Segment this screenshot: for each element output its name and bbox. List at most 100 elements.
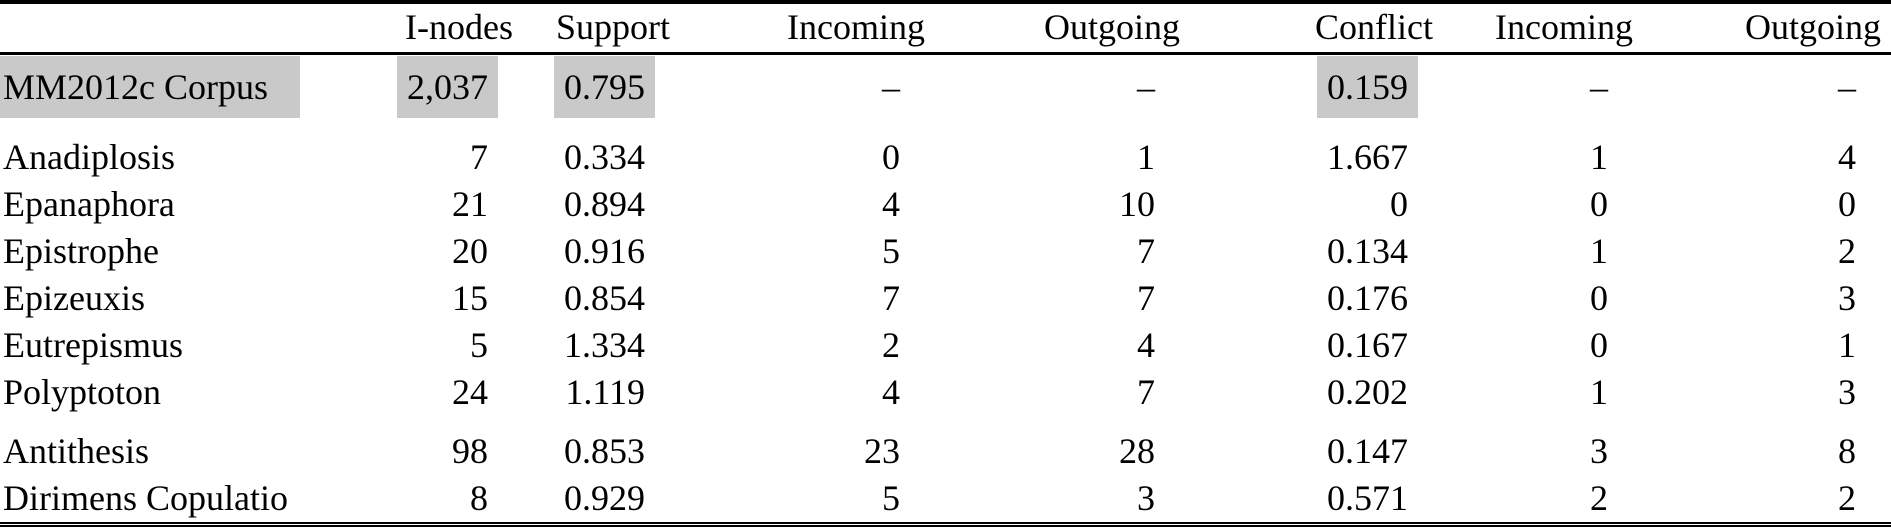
value-cell: 0.795 xyxy=(523,54,680,120)
value-cell: 4 xyxy=(1838,137,1856,177)
spacer-cell xyxy=(0,119,1891,134)
highlighted-value: 2,037 xyxy=(397,56,498,118)
value-cell: 10 xyxy=(1119,184,1155,224)
value-cell: 0.176 xyxy=(1327,278,1408,318)
value-cell: 7 xyxy=(882,278,900,318)
value-cell: 1 xyxy=(1137,137,1155,177)
table-row: Polyptoton 24 1.119 4 7 0.202 1 3 xyxy=(0,369,1891,416)
value-cell: 0 xyxy=(1838,184,1856,224)
spacer-cell xyxy=(0,416,1891,428)
value-cell: 3 xyxy=(1838,278,1856,318)
value-cell: 2 xyxy=(1590,478,1608,518)
value-cell: 1.119 xyxy=(565,372,645,412)
value-cell: 0.853 xyxy=(564,431,645,471)
table-row: Dirimens Copulatio 8 0.929 5 3 0.571 2 2 xyxy=(0,475,1891,525)
value-cell: 0.916 xyxy=(564,231,645,271)
highlighted-value: 0.795 xyxy=(554,56,655,118)
value-cell: 23 xyxy=(864,431,900,471)
value-cell: 21 xyxy=(452,184,488,224)
value-cell: 0.929 xyxy=(564,478,645,518)
value-cell: 0 xyxy=(1390,184,1408,224)
value-cell: 0.334 xyxy=(564,137,645,177)
value-cell: 4 xyxy=(882,184,900,224)
value-cell: 2,037 xyxy=(300,54,523,120)
row-label-cell: Epistrophe xyxy=(3,231,159,271)
value-cell: 3 xyxy=(1838,372,1856,412)
value-cell: 24 xyxy=(452,372,488,412)
value-cell: 28 xyxy=(1119,431,1155,471)
group-spacer-row xyxy=(0,416,1891,428)
highlighted-row-label: MM2012c Corpus xyxy=(0,56,300,118)
column-header-6: Incoming xyxy=(1495,7,1633,47)
row-label-cell: MM2012c Corpus xyxy=(0,54,300,120)
value-cell: 0 xyxy=(1590,184,1608,224)
table-row: Eutrepismus 5 1.334 2 4 0.167 0 1 xyxy=(0,322,1891,369)
value-cell: 7 xyxy=(1137,278,1155,318)
row-label-cell: Epizeuxis xyxy=(3,278,145,318)
table-row: Epanaphora 21 0.894 4 10 0 0 0 xyxy=(0,181,1891,228)
value-cell: 0.894 xyxy=(564,184,645,224)
value-cell: 1 xyxy=(1590,137,1608,177)
value-cell: 0 xyxy=(1590,325,1608,365)
row-label-column-header xyxy=(0,2,300,54)
table-row: Epizeuxis 15 0.854 7 7 0.176 0 3 xyxy=(0,275,1891,322)
table-body: MM2012c Corpus 2,037 0.795 – – 0.159 – – Anadipl… xyxy=(0,54,1891,525)
value-cell: 0 xyxy=(882,137,900,177)
value-cell: 15 xyxy=(452,278,488,318)
table-row: Anadiplosis 7 0.334 0 1 1.667 1 4 xyxy=(0,134,1891,181)
value-cell: 1 xyxy=(1838,325,1856,365)
value-cell: – xyxy=(1590,67,1608,107)
row-label-cell: Antithesis xyxy=(3,431,150,471)
value-cell: 7 xyxy=(1137,372,1155,412)
value-cell: 0 xyxy=(1590,278,1608,318)
value-cell: 3 xyxy=(1137,478,1155,518)
group-spacer-row xyxy=(0,119,1891,134)
value-cell: 8 xyxy=(470,478,488,518)
value-cell: 7 xyxy=(470,137,488,177)
value-cell: 0.202 xyxy=(1327,372,1408,412)
value-cell: 1.334 xyxy=(564,325,645,365)
value-cell: 0.159 xyxy=(1190,54,1443,120)
corpus-row: MM2012c Corpus 2,037 0.795 – – 0.159 – – xyxy=(0,54,1891,120)
table-row: Epistrophe 20 0.916 5 7 0.134 1 2 xyxy=(0,228,1891,275)
value-cell: 1 xyxy=(1590,372,1608,412)
column-header-7: Outgoing xyxy=(1744,7,1881,47)
value-cell: 5 xyxy=(470,325,488,365)
value-cell: 2 xyxy=(1838,231,1856,271)
highlighted-value: 0.159 xyxy=(1317,56,1418,118)
value-cell: 0.571 xyxy=(1327,478,1408,518)
row-label-cell: Anadiplosis xyxy=(3,137,176,177)
header-row: I-nodes Support Incoming Outgoing Conflict In… xyxy=(0,2,1891,54)
value-cell: 4 xyxy=(1137,325,1155,365)
value-cell: 1 xyxy=(1590,231,1608,271)
value-cell: 5 xyxy=(882,478,900,518)
row-label-cell: Epanaphora xyxy=(3,184,175,224)
column-header-5: Conflict xyxy=(1315,7,1433,47)
table-row: Antithesis 98 0.853 23 28 0.147 3 8 xyxy=(0,428,1891,475)
value-cell: 0.167 xyxy=(1327,325,1408,365)
value-cell: 5 xyxy=(882,231,900,271)
value-cell: 3 xyxy=(1590,431,1608,471)
value-cell: – xyxy=(1137,67,1155,107)
value-cell: 98 xyxy=(452,431,488,471)
value-cell: 0.134 xyxy=(1327,231,1408,271)
value-cell: 2 xyxy=(1838,478,1856,518)
column-header-3: Incoming xyxy=(787,7,925,47)
row-label-cell: Polyptoton xyxy=(3,372,162,412)
value-cell: – xyxy=(882,67,900,107)
row-label-cell: Dirimens Copulatio xyxy=(3,478,288,518)
value-cell: 20 xyxy=(452,231,488,271)
column-header-4: Outgoing xyxy=(1043,7,1180,47)
column-header-2: Support xyxy=(555,7,670,47)
value-cell: 7 xyxy=(1137,231,1155,271)
value-cell: 8 xyxy=(1838,431,1856,471)
table-header: I-nodes Support Incoming Outgoing Conflict In… xyxy=(0,2,1891,54)
value-cell: 0.147 xyxy=(1327,431,1408,471)
value-cell: 2 xyxy=(882,325,900,365)
value-cell: 1.667 xyxy=(1327,137,1408,177)
column-header-1: I-nodes xyxy=(405,7,513,47)
value-cell: 4 xyxy=(882,372,900,412)
value-cell: 0.854 xyxy=(564,278,645,318)
